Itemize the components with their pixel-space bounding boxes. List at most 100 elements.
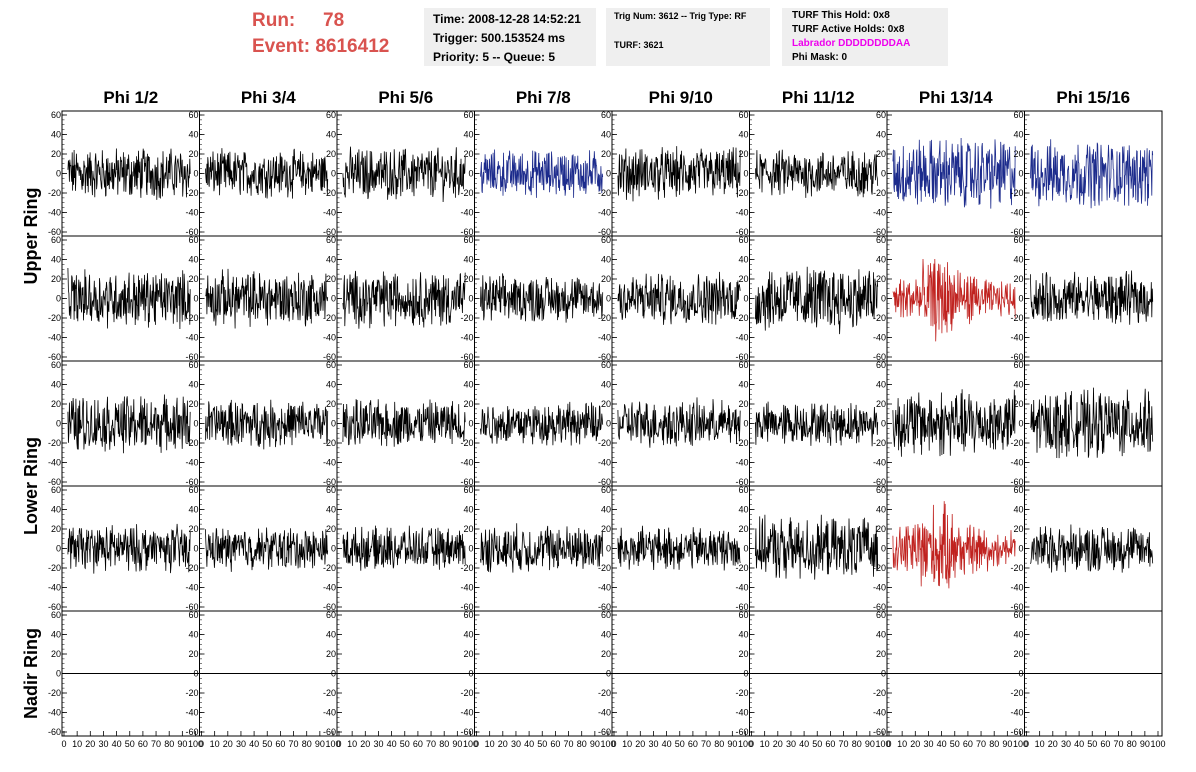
y-tick-label: 0 [468, 419, 473, 429]
x-tick-label: 40 [799, 739, 809, 749]
x-tick-label: 60 [825, 739, 835, 749]
y-tick-label: 40 [51, 255, 61, 265]
x-tick-label: 70 [839, 739, 849, 749]
waveform-panel: 60 40 20 0 -20 -40 -60 [460, 485, 613, 612]
x-tick-label: 100 [1013, 739, 1028, 749]
y-tick-label: -40 [735, 583, 748, 593]
y-tick-label: -60 [598, 477, 611, 487]
y-tick-label: -40 [460, 333, 473, 343]
y-tick-label: -60 [1010, 477, 1023, 487]
trig-line: Trig Num: 3612 -- Trig Type: RF [614, 11, 747, 21]
x-tick-label: 20 [223, 739, 233, 749]
y-tick-label: -20 [1010, 438, 1023, 448]
x-tick-label: 40 [662, 739, 672, 749]
y-tick-label: -60 [185, 727, 198, 737]
y-tick-label: 60 [601, 485, 611, 495]
y-tick-label: -20 [1010, 688, 1023, 698]
y-tick-label: 60 [188, 610, 198, 620]
x-tick-label: 80 [1127, 739, 1137, 749]
y-tick-label: 0 [881, 294, 886, 304]
y-tick-label: -40 [185, 583, 198, 593]
y-tick-label: 40 [51, 130, 61, 140]
waveform-trace [342, 270, 466, 329]
x-tick-label: 80 [714, 739, 724, 749]
y-tick-label: -40 [873, 208, 886, 218]
y-tick-label: -40 [598, 458, 611, 468]
y-tick-label: -40 [1010, 708, 1023, 718]
y-tick-label: -40 [48, 458, 61, 468]
y-tick-label: 0 [331, 169, 336, 179]
column-header-phi: Phi 11/12 [782, 88, 855, 107]
y-tick-label: -60 [323, 477, 336, 487]
y-tick-label: 40 [876, 630, 886, 640]
y-tick-label: 40 [601, 505, 611, 515]
y-tick-label: -20 [460, 313, 473, 323]
y-tick-label: -20 [185, 438, 198, 448]
x-tick-label: 100 [1150, 739, 1165, 749]
x-tick-label: 90 [452, 739, 462, 749]
y-tick-label: 20 [876, 274, 886, 284]
y-tick-label: -40 [323, 583, 336, 593]
waveform-trace [1030, 524, 1154, 573]
waveform-panel: 60 40 20 0 -20 -40 -60 [185, 235, 338, 362]
labrador-line: Labrador DDDDDDDDAA [792, 38, 911, 49]
x-tick-label: 20 [85, 739, 95, 749]
event-value: 8616412 [315, 36, 390, 57]
y-tick-label: 0 [56, 419, 61, 429]
y-tick-label: -40 [873, 708, 886, 718]
y-tick-label: 40 [876, 255, 886, 265]
y-tick-label: 40 [1013, 505, 1023, 515]
waveform-trace [1030, 139, 1154, 209]
y-tick-label: -20 [598, 188, 611, 198]
y-tick-label: 20 [1013, 524, 1023, 534]
y-tick-label: 0 [1018, 169, 1023, 179]
y-tick-label: -40 [48, 208, 61, 218]
waveform-trace [205, 148, 329, 199]
y-tick-label: 40 [601, 255, 611, 265]
x-tick-label: 80 [989, 739, 999, 749]
x-tick-label: 10 [210, 739, 220, 749]
y-tick-label: 20 [1013, 399, 1023, 409]
y-tick-label: 20 [51, 149, 61, 159]
y-tick-label: 20 [326, 649, 336, 659]
x-tick-label: 100 [875, 739, 890, 749]
y-tick-label: 0 [331, 419, 336, 429]
column-header-phi: Phi 13/14 [919, 88, 993, 107]
y-tick-label: -20 [598, 313, 611, 323]
y-tick-label: 20 [188, 149, 198, 159]
x-tick-label: 40 [524, 739, 534, 749]
y-tick-label: -60 [48, 227, 61, 237]
y-tick-label: -40 [598, 708, 611, 718]
waveform-trace [342, 399, 466, 447]
x-tick-label: 0 [886, 739, 891, 749]
y-tick-label: 20 [188, 649, 198, 659]
turf-line: TURF: 3621 [614, 40, 664, 50]
waveform-panel: 60 40 20 0 -20 -40 -60 [873, 360, 1025, 487]
y-tick-label: -20 [460, 438, 473, 448]
y-tick-label: 60 [51, 110, 61, 120]
y-tick-label: -60 [598, 727, 611, 737]
waveform-panel: 60 40 20 0 -20 -40 -60 [323, 235, 475, 362]
y-tick-label: 40 [738, 380, 748, 390]
y-tick-label: 0 [56, 669, 61, 679]
waveform-trace [67, 394, 191, 454]
y-tick-label: 60 [1013, 110, 1023, 120]
x-tick-label: 80 [852, 739, 862, 749]
y-tick-label: 20 [51, 399, 61, 409]
y-tick-label: -60 [1010, 602, 1023, 612]
hold-line: TURF This Hold: 0x8 [792, 10, 890, 21]
y-tick-label: -20 [323, 563, 336, 573]
y-tick-label: -40 [735, 333, 748, 343]
waveform-trace [755, 149, 879, 198]
y-tick-label: -60 [735, 602, 748, 612]
waveform-panel: 60 40 20 0 -20 -40 -60 [48, 485, 200, 612]
waveform-trace [205, 399, 329, 450]
y-tick-label: 40 [463, 630, 473, 640]
waveform-trace [480, 523, 604, 573]
y-tick-label: -20 [323, 688, 336, 698]
y-tick-label: 20 [463, 149, 473, 159]
y-tick-label: 40 [51, 380, 61, 390]
y-tick-label: -40 [1010, 458, 1023, 468]
waveform-panel: 60 40 20 0 -20 -40 -60 [323, 485, 475, 612]
x-tick-label: 100 [738, 739, 753, 749]
